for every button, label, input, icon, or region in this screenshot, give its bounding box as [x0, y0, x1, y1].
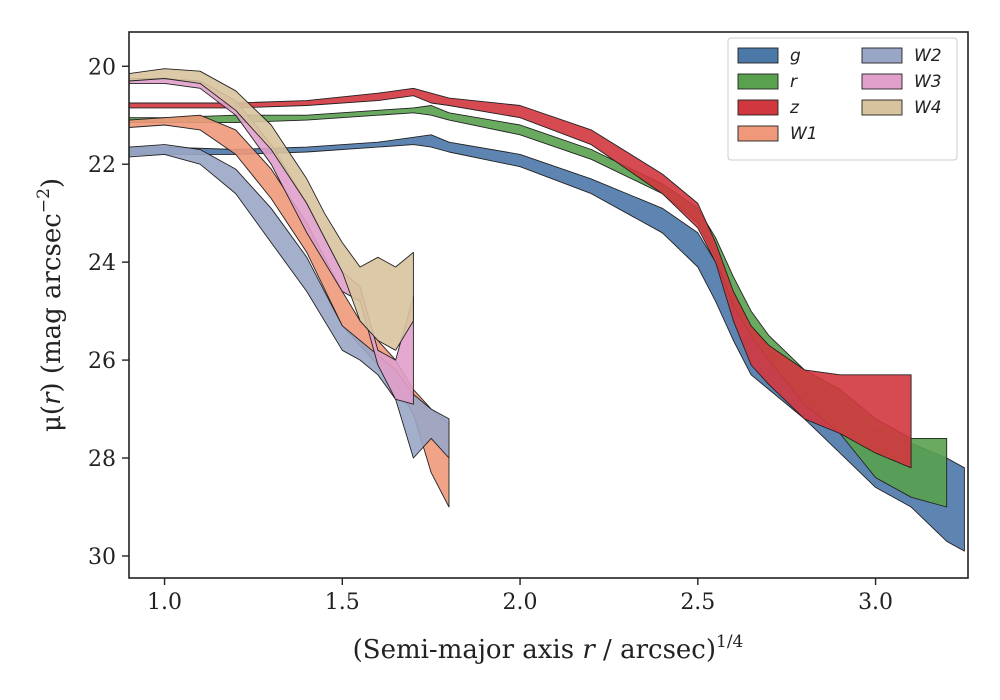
x-tick-label: 3.0 — [858, 590, 893, 615]
y-tick-label: 30 — [88, 545, 116, 570]
band-W4 — [129, 68, 414, 351]
legend-swatch-z — [737, 99, 779, 116]
legend-swatch-W1 — [737, 125, 779, 142]
y-tick-label: 28 — [88, 447, 116, 472]
band-z — [129, 87, 912, 469]
legend-label-W1: W1 — [790, 124, 818, 144]
profile-bands — [129, 68, 965, 552]
legend-label-W3: W3 — [914, 72, 942, 92]
y-axis-ticks: 20 22 24 26 28 30 — [88, 55, 129, 570]
y-axis-label: μ(r) (mag arcsec−2) — [34, 178, 67, 432]
legend-box — [727, 37, 958, 161]
plot-frame — [128, 31, 969, 579]
legend-label-g: g — [790, 46, 801, 66]
band-W2 — [129, 144, 450, 459]
legend-swatch-g — [737, 47, 779, 64]
x-axis-label: (Semi-major axis r / arcsec)1/4 — [353, 632, 744, 665]
legend-label-W4: W4 — [914, 98, 942, 118]
y-tick-label: 26 — [88, 349, 116, 374]
y-tick-label: 22 — [88, 153, 116, 178]
y-tick-label: 20 — [88, 55, 116, 80]
legend-swatch-r — [737, 73, 779, 90]
y-tick-label: 24 — [88, 251, 116, 276]
legend-label-r: r — [790, 72, 798, 92]
band-r — [129, 105, 948, 508]
x-tick-label: 1.5 — [325, 590, 360, 615]
legend-label-W2: W2 — [914, 46, 942, 66]
legend-swatch-W3 — [861, 73, 903, 90]
band-g — [129, 134, 965, 552]
x-tick-label: 2.5 — [680, 590, 715, 615]
legend-swatch-W4 — [861, 99, 903, 116]
x-tick-label: 2.0 — [503, 590, 538, 615]
x-tick-label: 1.0 — [147, 590, 182, 615]
x-axis-ticks: 1.0 1.5 2.0 2.5 3.0 — [147, 578, 893, 615]
legend-label-z: z — [789, 98, 800, 118]
legend-swatch-W2 — [861, 47, 903, 64]
legend: grz W1 W2 W3 W4 — [727, 37, 958, 161]
